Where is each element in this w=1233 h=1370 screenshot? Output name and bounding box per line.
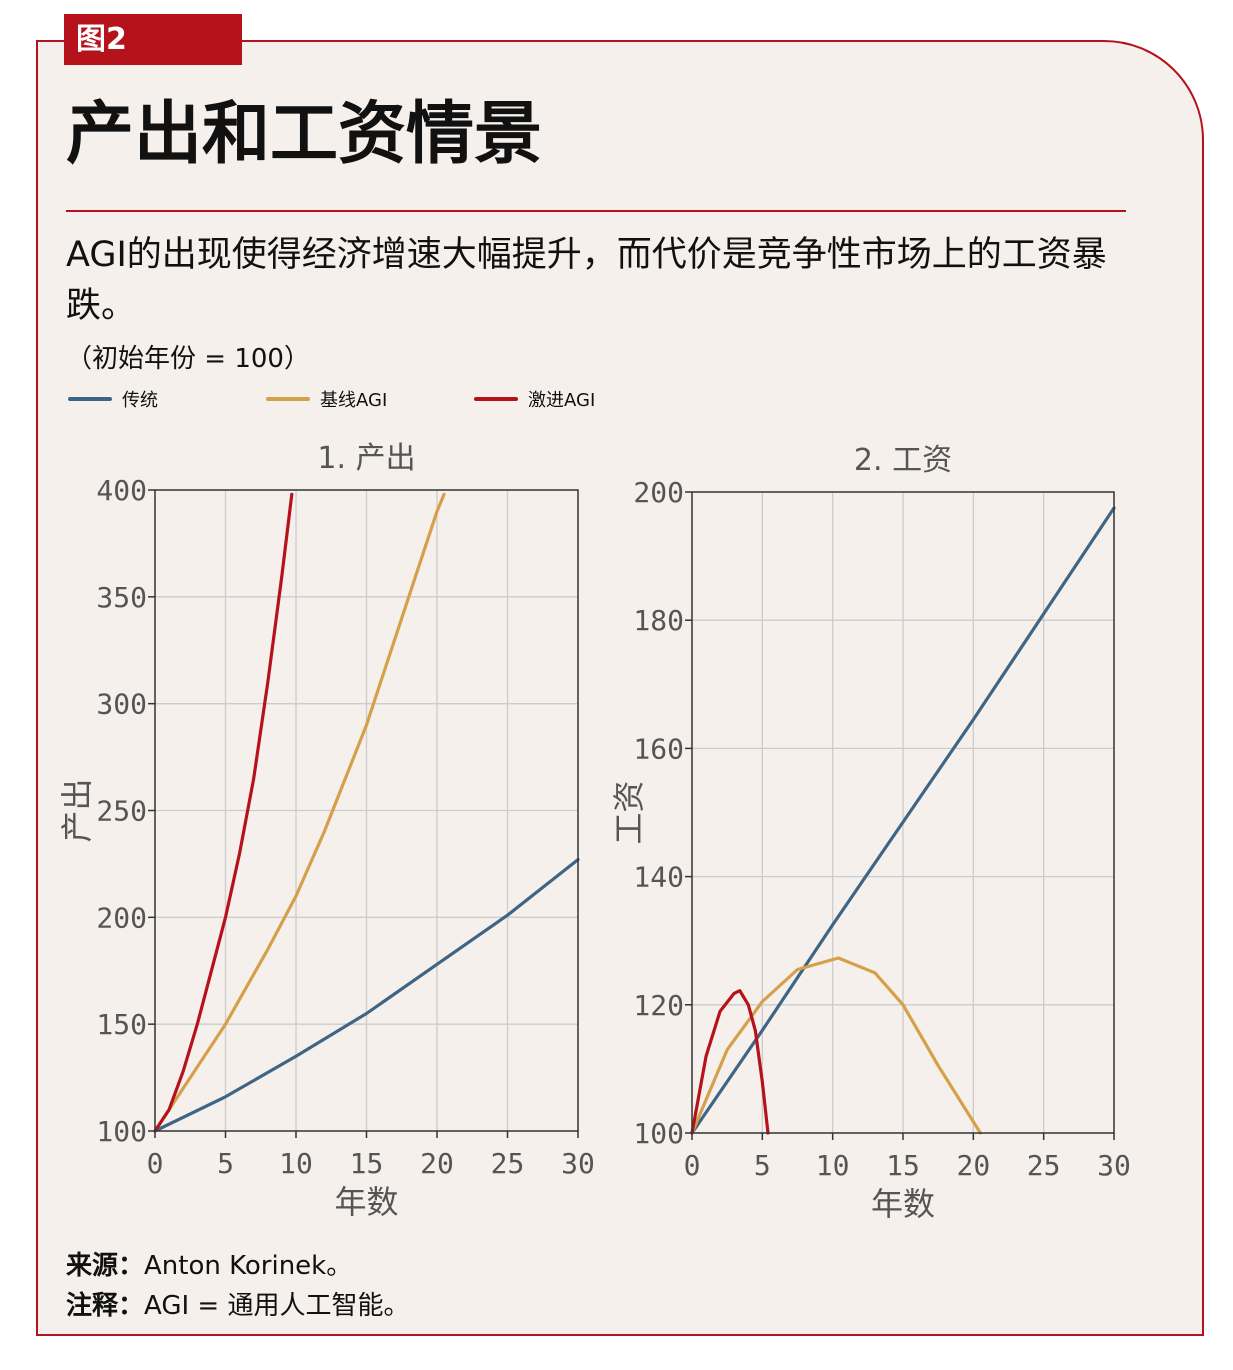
x-tick-label: 15 bbox=[350, 1147, 384, 1180]
chart-title: 1. 产出 bbox=[317, 441, 415, 476]
legend-label-aggressive-agi: 激进AGI bbox=[528, 390, 596, 411]
y-tick-label: 160 bbox=[633, 732, 684, 765]
x-tick-label: 10 bbox=[279, 1147, 313, 1180]
source-line: 来源：Anton Korinek。 bbox=[66, 1245, 352, 1282]
legend-item-aggressive-agi: 激进AGI bbox=[474, 386, 595, 412]
y-tick-label: 400 bbox=[96, 474, 147, 507]
series-line-baseline-agi bbox=[690, 956, 983, 1135]
figure-tag: 图2 bbox=[64, 14, 242, 65]
x-tick-label: 0 bbox=[684, 1149, 701, 1182]
legend-item-baseline-agi: 基线AGI bbox=[266, 386, 387, 412]
x-axis-label: 年数 bbox=[334, 1183, 398, 1221]
y-tick-label: 350 bbox=[96, 581, 147, 614]
source-text: Anton Korinek。 bbox=[144, 1251, 353, 1281]
series-line-aggressive-agi bbox=[153, 492, 294, 1133]
x-tick-label: 20 bbox=[956, 1149, 990, 1182]
legend-swatch-aggressive-agi bbox=[474, 397, 518, 401]
x-tick-label: 5 bbox=[754, 1149, 771, 1182]
x-tick-label: 30 bbox=[1097, 1149, 1131, 1182]
figure-title: 产出和工资情景 bbox=[66, 95, 543, 174]
x-tick-label: 25 bbox=[1027, 1149, 1061, 1182]
source-label: 来源： bbox=[66, 1251, 145, 1281]
x-tick-label: 5 bbox=[217, 1147, 234, 1180]
legend-item-traditional: 传统 bbox=[68, 386, 158, 412]
y-axis-label: 产出 bbox=[58, 778, 96, 842]
x-tick-label: 15 bbox=[886, 1149, 920, 1182]
y-tick-label: 100 bbox=[633, 1117, 684, 1150]
y-tick-label: 200 bbox=[633, 476, 684, 509]
x-tick-label: 25 bbox=[491, 1147, 525, 1180]
note-label: 注释： bbox=[66, 1291, 145, 1321]
output-chart: 0 5 10 15 20 25 30 100 150 200 250 300 350 400 1. 产出年数… bbox=[58, 441, 595, 1221]
chart-title: 2. 工资 bbox=[854, 443, 952, 478]
x-tick-label: 0 bbox=[147, 1147, 164, 1180]
figure-subtitle: AGI的出现使得经济增速大幅提升，而代价是竞争性市场上的工资暴跌。 bbox=[66, 235, 1107, 326]
unit-note: （初始年份 = 100） bbox=[66, 344, 310, 374]
series-line-baseline-agi bbox=[153, 492, 446, 1133]
legend-swatch-baseline-agi bbox=[266, 397, 310, 401]
legend-label-baseline-agi: 基线AGI bbox=[320, 390, 388, 411]
y-tick-label: 200 bbox=[96, 901, 147, 934]
y-tick-label: 140 bbox=[633, 861, 684, 894]
figure-frame bbox=[36, 40, 1204, 1336]
legend-label-traditional: 传统 bbox=[122, 390, 158, 411]
x-tick-label: 30 bbox=[561, 1147, 595, 1180]
x-tick-label: 20 bbox=[420, 1147, 454, 1180]
y-tick-label: 100 bbox=[96, 1115, 147, 1148]
y-tick-label: 250 bbox=[96, 795, 147, 828]
series-line-aggressive-agi bbox=[690, 989, 770, 1135]
y-tick-label: 150 bbox=[96, 1008, 147, 1041]
x-axis-label: 年数 bbox=[871, 1185, 935, 1223]
note-line: 注释：AGI = 通用人工智能。 bbox=[66, 1285, 409, 1322]
title-divider bbox=[66, 210, 1126, 212]
y-tick-label: 120 bbox=[633, 989, 684, 1022]
y-tick-label: 180 bbox=[633, 604, 684, 637]
legend-swatch-traditional bbox=[68, 397, 112, 401]
note-text: AGI = 通用人工智能。 bbox=[144, 1291, 410, 1321]
series-line-traditional bbox=[690, 506, 1116, 1135]
series-line-traditional bbox=[153, 857, 580, 1133]
y-tick-label: 300 bbox=[96, 688, 147, 721]
y-axis-label: 工资 bbox=[610, 780, 648, 844]
x-tick-label: 10 bbox=[816, 1149, 850, 1182]
